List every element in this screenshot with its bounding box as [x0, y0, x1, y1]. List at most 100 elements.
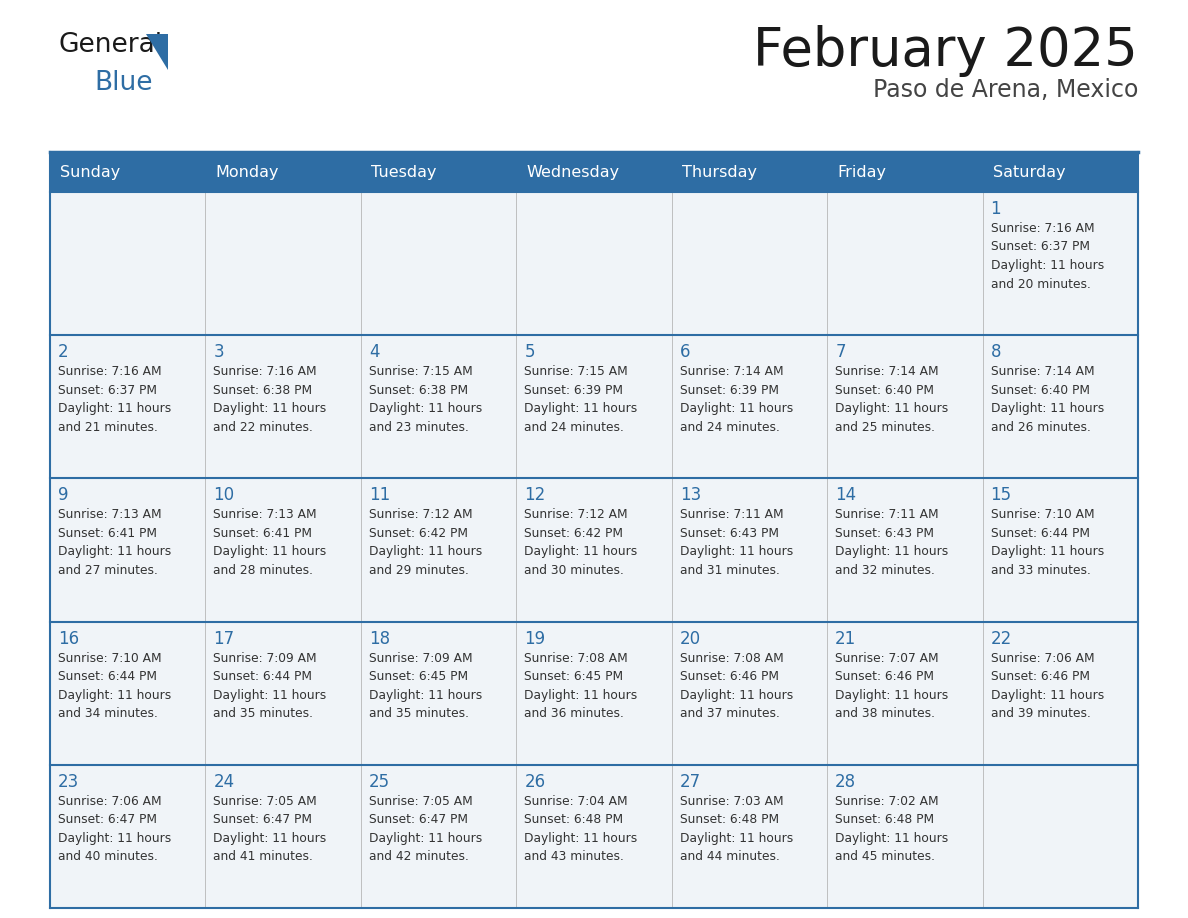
Text: Tuesday: Tuesday [371, 165, 436, 180]
Text: Monday: Monday [215, 165, 279, 180]
Bar [982, 192, 1138, 335]
Text: Sunset: 6:46 PM: Sunset: 6:46 PM [680, 670, 778, 683]
Text: Sunset: 6:44 PM: Sunset: 6:44 PM [991, 527, 1089, 540]
Text: and 33 minutes.: and 33 minutes. [991, 564, 1091, 577]
Text: and 41 minutes.: and 41 minutes. [214, 850, 314, 863]
Text: and 35 minutes.: and 35 minutes. [368, 707, 469, 720]
Text: 12: 12 [524, 487, 545, 504]
Text: Daylight: 11 hours: Daylight: 11 hours [214, 688, 327, 701]
Bar [50, 478, 206, 621]
Bar [982, 621, 1138, 765]
Text: Sunrise: 7:11 AM: Sunrise: 7:11 AM [835, 509, 939, 521]
Bar [361, 478, 517, 621]
Text: and 29 minutes.: and 29 minutes. [368, 564, 469, 577]
Text: Sunrise: 7:14 AM: Sunrise: 7:14 AM [680, 365, 783, 378]
Bar [671, 192, 827, 335]
Text: Sunset: 6:48 PM: Sunset: 6:48 PM [835, 813, 934, 826]
Text: Daylight: 11 hours: Daylight: 11 hours [524, 545, 638, 558]
Text: Saturday: Saturday [992, 165, 1066, 180]
Text: Sunset: 6:44 PM: Sunset: 6:44 PM [214, 670, 312, 683]
Bar [671, 335, 827, 478]
Text: Daylight: 11 hours: Daylight: 11 hours [680, 688, 792, 701]
Text: Daylight: 11 hours: Daylight: 11 hours [58, 402, 171, 415]
Text: and 26 minutes.: and 26 minutes. [991, 420, 1091, 433]
Bar [361, 192, 517, 335]
Text: Daylight: 11 hours: Daylight: 11 hours [524, 402, 638, 415]
Text: Wednesday: Wednesday [526, 165, 619, 180]
Text: Sunset: 6:41 PM: Sunset: 6:41 PM [214, 527, 312, 540]
Text: Daylight: 11 hours: Daylight: 11 hours [991, 402, 1104, 415]
Text: Sunrise: 7:12 AM: Sunrise: 7:12 AM [524, 509, 628, 521]
Bar [671, 765, 827, 908]
Text: 22: 22 [991, 630, 1012, 647]
Text: and 40 minutes.: and 40 minutes. [58, 850, 158, 863]
Text: Sunset: 6:37 PM: Sunset: 6:37 PM [991, 241, 1089, 253]
Text: Sunset: 6:47 PM: Sunset: 6:47 PM [214, 813, 312, 826]
Text: Thursday: Thursday [682, 165, 757, 180]
Text: Sunrise: 7:13 AM: Sunrise: 7:13 AM [214, 509, 317, 521]
Bar [206, 765, 361, 908]
Text: and 24 minutes.: and 24 minutes. [680, 420, 779, 433]
Text: 1: 1 [991, 200, 1001, 218]
Bar [50, 765, 206, 908]
Text: Daylight: 11 hours: Daylight: 11 hours [835, 402, 948, 415]
Text: and 20 minutes.: and 20 minutes. [991, 277, 1091, 290]
Text: Sunrise: 7:14 AM: Sunrise: 7:14 AM [991, 365, 1094, 378]
Text: 26: 26 [524, 773, 545, 790]
Text: Sunset: 6:43 PM: Sunset: 6:43 PM [835, 527, 934, 540]
Text: and 43 minutes.: and 43 minutes. [524, 850, 624, 863]
Bar [50, 192, 206, 335]
Text: and 22 minutes.: and 22 minutes. [214, 420, 314, 433]
Text: Daylight: 11 hours: Daylight: 11 hours [524, 688, 638, 701]
Text: Sunset: 6:42 PM: Sunset: 6:42 PM [524, 527, 624, 540]
Text: and 39 minutes.: and 39 minutes. [991, 707, 1091, 720]
Text: Sunrise: 7:14 AM: Sunrise: 7:14 AM [835, 365, 939, 378]
Text: 20: 20 [680, 630, 701, 647]
Text: Sunrise: 7:05 AM: Sunrise: 7:05 AM [368, 795, 473, 808]
Text: and 44 minutes.: and 44 minutes. [680, 850, 779, 863]
Text: Blue: Blue [94, 70, 152, 96]
Text: 27: 27 [680, 773, 701, 790]
Text: Friday: Friday [838, 165, 886, 180]
Text: Daylight: 11 hours: Daylight: 11 hours [680, 402, 792, 415]
Text: Sunrise: 7:08 AM: Sunrise: 7:08 AM [524, 652, 628, 665]
Text: 11: 11 [368, 487, 390, 504]
Text: General: General [58, 32, 162, 58]
Text: 19: 19 [524, 630, 545, 647]
Text: Daylight: 11 hours: Daylight: 11 hours [368, 402, 482, 415]
Text: 17: 17 [214, 630, 234, 647]
Text: and 24 minutes.: and 24 minutes. [524, 420, 624, 433]
Text: Sunset: 6:42 PM: Sunset: 6:42 PM [368, 527, 468, 540]
Text: Sunset: 6:47 PM: Sunset: 6:47 PM [58, 813, 157, 826]
Text: 2: 2 [58, 343, 69, 361]
Text: Sunset: 6:38 PM: Sunset: 6:38 PM [214, 384, 312, 397]
Text: and 37 minutes.: and 37 minutes. [680, 707, 779, 720]
Text: Daylight: 11 hours: Daylight: 11 hours [214, 402, 327, 415]
Text: 18: 18 [368, 630, 390, 647]
Text: and 35 minutes.: and 35 minutes. [214, 707, 314, 720]
Text: Daylight: 11 hours: Daylight: 11 hours [58, 545, 171, 558]
Bar [206, 192, 361, 335]
Text: Sunset: 6:44 PM: Sunset: 6:44 PM [58, 670, 157, 683]
Text: Daylight: 11 hours: Daylight: 11 hours [368, 832, 482, 845]
Bar [361, 765, 517, 908]
Text: Sunset: 6:38 PM: Sunset: 6:38 PM [368, 384, 468, 397]
Text: 24: 24 [214, 773, 234, 790]
Text: Paso de Arena, Mexico: Paso de Arena, Mexico [873, 78, 1138, 102]
Text: Sunset: 6:37 PM: Sunset: 6:37 PM [58, 384, 157, 397]
Text: and 45 minutes.: and 45 minutes. [835, 850, 935, 863]
Text: Sunrise: 7:15 AM: Sunrise: 7:15 AM [368, 365, 473, 378]
Text: Sunday: Sunday [61, 165, 120, 180]
Text: Sunrise: 7:09 AM: Sunrise: 7:09 AM [368, 652, 473, 665]
Text: 8: 8 [991, 343, 1001, 361]
Bar [827, 335, 982, 478]
Text: and 38 minutes.: and 38 minutes. [835, 707, 935, 720]
Text: 15: 15 [991, 487, 1012, 504]
Text: Daylight: 11 hours: Daylight: 11 hours [991, 259, 1104, 272]
Text: 25: 25 [368, 773, 390, 790]
Bar [517, 335, 671, 478]
Text: 7: 7 [835, 343, 846, 361]
Text: Sunset: 6:45 PM: Sunset: 6:45 PM [368, 670, 468, 683]
Text: Sunset: 6:39 PM: Sunset: 6:39 PM [680, 384, 778, 397]
Text: and 21 minutes.: and 21 minutes. [58, 420, 158, 433]
